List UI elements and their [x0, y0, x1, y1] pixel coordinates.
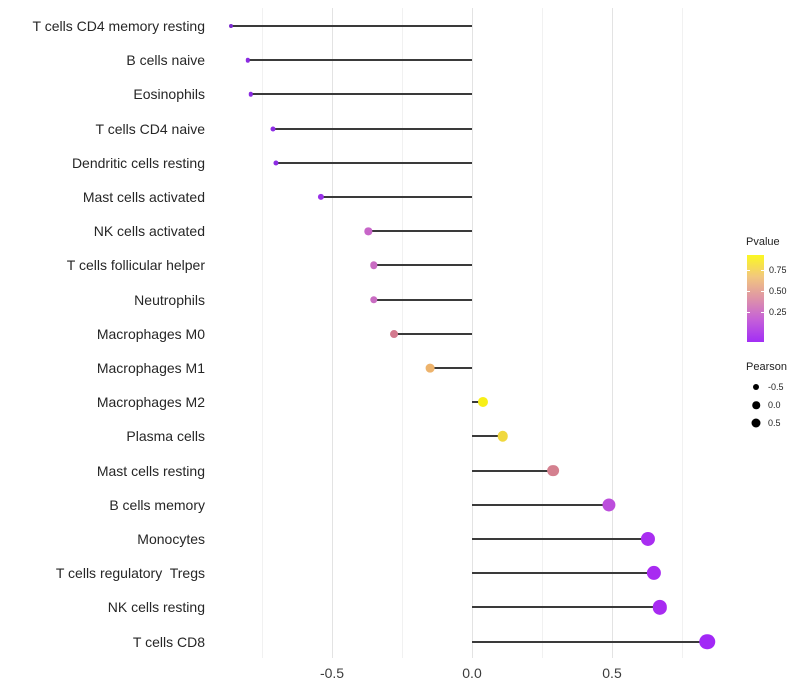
data-point — [248, 92, 254, 97]
pvalue-tick-mark — [761, 312, 764, 313]
stem-line — [368, 230, 472, 233]
data-point — [699, 633, 715, 650]
data-point — [370, 295, 378, 304]
x-tick-label: 0.0 — [462, 665, 482, 681]
category-label: Macrophages M1 — [96, 360, 205, 376]
category-label: T cells CD4 naive — [95, 120, 205, 137]
pvalue-gradient-bar — [747, 255, 764, 342]
x-tick-label: -0.5 — [319, 665, 345, 681]
data-point — [270, 126, 276, 132]
data-point — [273, 160, 279, 166]
category-label: T cells regulatory Tregs — [55, 565, 205, 582]
pvalue-tick-label: 0.75 — [769, 265, 787, 275]
major-gridline — [472, 8, 473, 658]
data-point — [497, 431, 509, 442]
stem-line — [472, 640, 708, 643]
stem-line — [320, 196, 472, 198]
stem-line — [374, 298, 472, 301]
stem-line — [374, 264, 472, 267]
pearson-size-dot — [751, 418, 761, 428]
data-point — [389, 329, 398, 338]
data-point — [364, 227, 373, 235]
pearson-size-label: 0.0 — [768, 400, 781, 410]
data-point — [478, 397, 489, 408]
pvalue-tick-mark — [747, 312, 750, 313]
stem-line — [472, 469, 554, 472]
data-point — [646, 566, 662, 581]
pvalue-tick-mark — [747, 270, 750, 271]
stem-line — [231, 25, 472, 27]
category-label: Dendritic cells resting — [71, 154, 205, 171]
data-point — [229, 24, 234, 28]
pvalue-tick-mark — [747, 291, 750, 292]
stem-line — [472, 503, 610, 506]
stem-line — [250, 93, 472, 96]
minor-gridline — [682, 8, 683, 658]
category-label: T cells CD8 — [132, 633, 205, 650]
pearson-size-label: 0.5 — [768, 418, 781, 428]
data-point — [641, 531, 656, 547]
pearson-legend: Pearson -0.5 0.0 0.5 — [746, 361, 800, 428]
category-label: B cells naive — [126, 52, 205, 69]
data-point — [547, 464, 560, 477]
pearson-size-label: -0.5 — [768, 382, 784, 392]
category-label: Macrophages M2 — [96, 394, 205, 411]
major-gridline — [612, 8, 613, 658]
data-point — [652, 600, 667, 615]
x-tick-label: 0.5 — [602, 665, 622, 681]
category-label: T cells follicular helper — [66, 257, 205, 274]
stem-line — [248, 59, 472, 62]
category-label: T cells CD4 memory resting — [32, 18, 205, 34]
category-label: Macrophages M0 — [96, 325, 205, 342]
pearson-size-dot — [753, 384, 759, 390]
major-gridline — [332, 8, 333, 658]
pvalue-tick-label: 0.50 — [769, 286, 787, 296]
category-label: Monocytes — [137, 531, 205, 547]
data-point — [317, 193, 324, 201]
pearson-size-dot — [752, 401, 760, 409]
data-point — [245, 57, 251, 63]
data-point — [425, 363, 435, 373]
minor-gridline — [542, 8, 543, 658]
pvalue-legend: Pvalue 0.75 0.50 0.25 — [746, 236, 800, 342]
category-label: Plasma cells — [126, 428, 205, 445]
pvalue-tick-label: 0.25 — [769, 307, 787, 317]
category-label: Neutrophils — [134, 291, 205, 308]
stem-line — [393, 332, 472, 335]
stem-line — [472, 401, 484, 404]
pvalue-legend-title: Pvalue — [746, 236, 780, 248]
category-label: Mast cells activated — [82, 189, 205, 205]
data-point — [370, 261, 378, 270]
minor-gridline — [262, 8, 263, 658]
stem-line — [472, 572, 654, 575]
category-label: NK cells resting — [107, 599, 205, 616]
stem-line — [472, 435, 503, 438]
category-label: NK cells activated — [93, 223, 205, 240]
data-point — [602, 498, 616, 512]
stem-line — [472, 538, 649, 540]
pvalue-tick-mark — [761, 291, 764, 292]
pvalue-tick-mark — [761, 270, 764, 271]
stem-line — [273, 127, 472, 130]
category-label: Mast cells resting — [96, 462, 205, 479]
category-label: B cells memory — [109, 496, 205, 513]
stem-line — [472, 606, 660, 609]
pearson-legend-title: Pearson — [746, 361, 787, 373]
stem-line — [276, 161, 472, 164]
category-label: Eosinophils — [133, 86, 205, 103]
stem-line — [430, 367, 472, 369]
